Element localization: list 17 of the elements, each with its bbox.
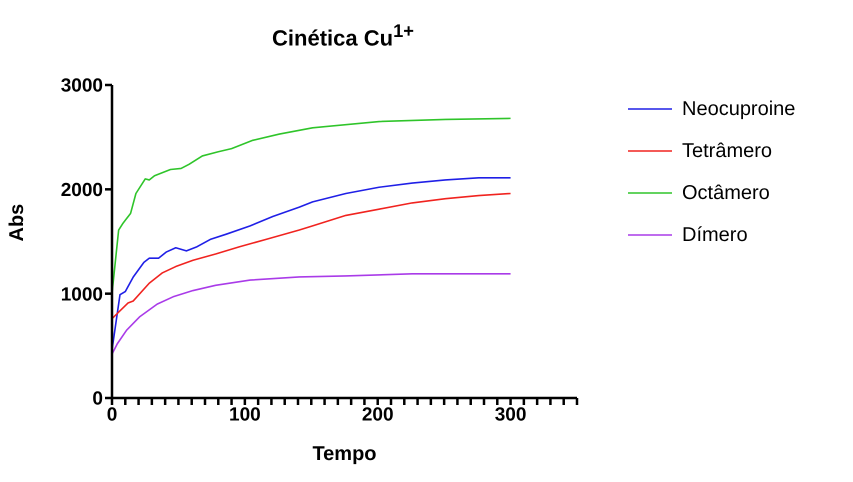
legend-label: Neocuproine [682, 98, 796, 120]
x-tick-label: 0 [106, 404, 118, 426]
y-tick-label: 3000 [60, 76, 103, 97]
line-series [112, 192, 512, 320]
x-tick-label: 100 [229, 404, 261, 426]
y-tick-label: 0 [92, 388, 103, 410]
y-tick-label: 1000 [60, 284, 103, 306]
legend-label: Octâmero [682, 182, 770, 204]
y-tick-label: 2000 [60, 180, 103, 202]
y-axis-title: Abs [6, 204, 28, 242]
legend-label: Tetrâmero [682, 140, 772, 162]
x-tick-label: 300 [494, 404, 526, 426]
x-tick-label: 200 [362, 404, 394, 426]
x-axis-title: Tempo [312, 443, 377, 465]
line-series [112, 273, 512, 355]
chart-title: Cinética Cu$^{1+}$ [271, 20, 415, 52]
legend-label: Dímero [682, 224, 748, 246]
